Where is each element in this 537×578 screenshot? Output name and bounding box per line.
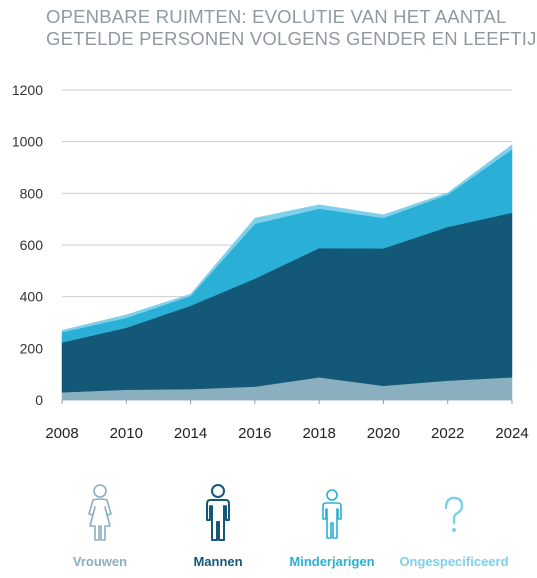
chart-title-line-1: OPENBARE RUIMTEN: EVOLUTIE VAN HET AANTA…: [46, 6, 507, 27]
man-icon: [206, 484, 230, 541]
y-tick-label: 600: [20, 237, 44, 253]
legend-label-ongespecificeerd: Ongespecificeerd: [399, 554, 509, 569]
x-tick-label: 2018: [302, 425, 335, 442]
x-tick-label: 2010: [110, 425, 143, 442]
y-tick-label: 1000: [12, 134, 43, 150]
y-axis-ticks: 0 200 400 600 800 1000 1200: [12, 82, 43, 408]
chart-title-line-2: GETELDE PERSONEN VOLGENS GENDER EN LEEFT…: [46, 28, 537, 49]
legend-item-mannen: Mannen: [153, 482, 283, 569]
x-tick-label: 2020: [367, 425, 400, 442]
x-tick-label: 2014: [174, 425, 207, 442]
legend-label-vrouwen: Vrouwen: [72, 554, 128, 569]
woman-icon: [88, 484, 112, 541]
child-icon: [322, 489, 342, 539]
y-tick-label: 200: [20, 340, 44, 356]
x-tick-label: 2008: [45, 425, 78, 442]
stacked-areas: [61, 144, 513, 401]
legend-label-minderjarigen: Minderjarigen: [289, 554, 375, 569]
y-tick-label: 0: [35, 392, 43, 408]
chart-title: OPENBARE RUIMTEN: EVOLUTIE VAN HET AANTA…: [46, 6, 537, 50]
y-tick-label: 400: [20, 289, 44, 305]
x-tick-label: 2022: [431, 425, 464, 442]
legend-item-vrouwen: Vrouwen: [35, 482, 165, 569]
legend-item-ongespecificeerd: Ongespecificeerd: [389, 482, 519, 569]
legend-item-minderjarigen: Minderjarigen: [267, 482, 397, 569]
x-tick-label: 2016: [238, 425, 271, 442]
y-tick-label: 800: [20, 185, 44, 201]
area-series-ongespecificeerd: [61, 144, 513, 333]
y-tick-label: 1200: [12, 82, 43, 98]
x-axis-ticks: 2008 2010 2014 2016 2018 2020 2022 2024: [45, 400, 529, 442]
legend: Vrouwen Mannen Minderjarigen Ongespecifi…: [0, 482, 537, 578]
x-tick-label: 2024: [495, 425, 528, 442]
question-mark-icon: [444, 496, 464, 532]
legend-label-mannen: Mannen: [193, 554, 243, 569]
